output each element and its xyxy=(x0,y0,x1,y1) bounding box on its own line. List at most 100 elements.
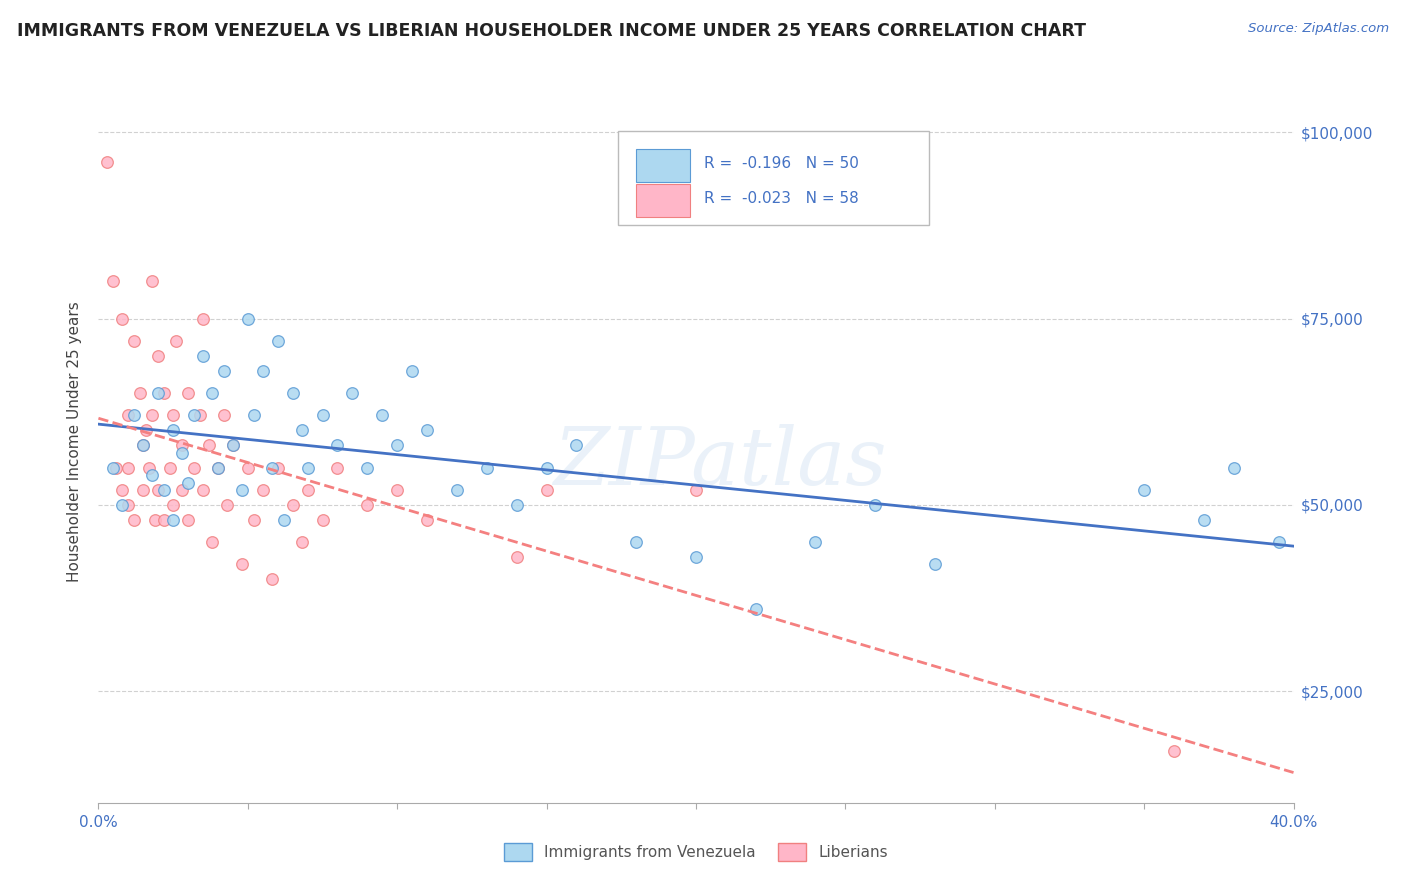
Point xyxy=(804,535,827,549)
Point xyxy=(191,349,214,363)
Point xyxy=(165,334,187,348)
Point xyxy=(162,409,184,423)
Point xyxy=(222,438,245,452)
Point xyxy=(177,386,200,401)
Point xyxy=(172,446,194,460)
Point xyxy=(356,498,378,512)
Point xyxy=(103,274,125,288)
Point xyxy=(159,460,181,475)
Point xyxy=(1163,744,1185,758)
Point xyxy=(201,386,224,401)
Point xyxy=(297,483,319,497)
Point xyxy=(685,483,707,497)
Point xyxy=(117,460,139,475)
Point xyxy=(172,483,194,497)
Point xyxy=(191,483,214,497)
Point xyxy=(132,438,155,452)
FancyBboxPatch shape xyxy=(637,184,690,217)
Point xyxy=(111,483,134,497)
Point xyxy=(191,311,214,326)
Point xyxy=(198,438,221,452)
Point xyxy=(685,549,707,564)
Point xyxy=(141,468,163,483)
Point xyxy=(1192,513,1215,527)
Point xyxy=(162,513,184,527)
Point xyxy=(626,535,648,549)
Point xyxy=(924,558,946,572)
Point xyxy=(745,602,768,616)
Point xyxy=(446,483,468,497)
Point xyxy=(153,483,176,497)
Point xyxy=(183,460,205,475)
FancyBboxPatch shape xyxy=(619,131,929,225)
FancyBboxPatch shape xyxy=(637,149,690,182)
Point xyxy=(177,513,200,527)
Point xyxy=(207,460,229,475)
Point xyxy=(297,460,319,475)
Point xyxy=(243,513,266,527)
Point xyxy=(148,483,170,497)
Point xyxy=(311,409,333,423)
Point xyxy=(153,386,176,401)
Point xyxy=(117,498,139,512)
Point xyxy=(103,460,125,475)
Point xyxy=(117,409,139,423)
Point xyxy=(326,438,349,452)
Point xyxy=(222,438,245,452)
Point xyxy=(326,460,349,475)
Point xyxy=(96,155,118,169)
Point xyxy=(138,460,160,475)
Point xyxy=(148,386,170,401)
Point xyxy=(201,535,224,549)
Point xyxy=(231,483,253,497)
Text: R =  -0.196   N = 50: R = -0.196 N = 50 xyxy=(704,156,859,171)
Point xyxy=(311,513,333,527)
Point xyxy=(141,409,163,423)
Point xyxy=(1223,460,1246,475)
Point xyxy=(236,311,259,326)
Point xyxy=(252,483,274,497)
Point xyxy=(243,409,266,423)
Point xyxy=(281,498,304,512)
Point xyxy=(281,386,304,401)
Point xyxy=(162,498,184,512)
Point xyxy=(506,549,529,564)
Point xyxy=(148,349,170,363)
Point xyxy=(565,438,588,452)
Point xyxy=(124,513,146,527)
Point xyxy=(291,423,314,437)
Point xyxy=(177,475,200,490)
Point xyxy=(260,460,283,475)
Point xyxy=(385,438,409,452)
Text: Source: ZipAtlas.com: Source: ZipAtlas.com xyxy=(1249,22,1389,36)
Point xyxy=(172,438,194,452)
Point xyxy=(212,409,235,423)
Point xyxy=(401,364,423,378)
Point xyxy=(129,386,152,401)
Point xyxy=(111,311,134,326)
Text: IMMIGRANTS FROM VENEZUELA VS LIBERIAN HOUSEHOLDER INCOME UNDER 25 YEARS CORRELAT: IMMIGRANTS FROM VENEZUELA VS LIBERIAN HO… xyxy=(17,22,1085,40)
Point xyxy=(273,513,295,527)
Point xyxy=(252,364,274,378)
Point xyxy=(212,364,235,378)
Legend: Immigrants from Venezuela, Liberians: Immigrants from Venezuela, Liberians xyxy=(498,837,894,867)
Point xyxy=(1133,483,1156,497)
Point xyxy=(342,386,364,401)
Point xyxy=(865,498,887,512)
Point xyxy=(143,513,166,527)
Point xyxy=(124,334,146,348)
Point xyxy=(260,572,283,586)
Point xyxy=(141,274,163,288)
Point xyxy=(267,334,290,348)
Point xyxy=(105,460,128,475)
Point xyxy=(291,535,314,549)
Point xyxy=(153,513,176,527)
Point xyxy=(1267,535,1289,549)
Point xyxy=(536,460,558,475)
Point xyxy=(124,409,146,423)
Point xyxy=(135,423,157,437)
Point xyxy=(416,423,439,437)
Point xyxy=(506,498,529,512)
Point xyxy=(356,460,378,475)
Point xyxy=(416,513,439,527)
